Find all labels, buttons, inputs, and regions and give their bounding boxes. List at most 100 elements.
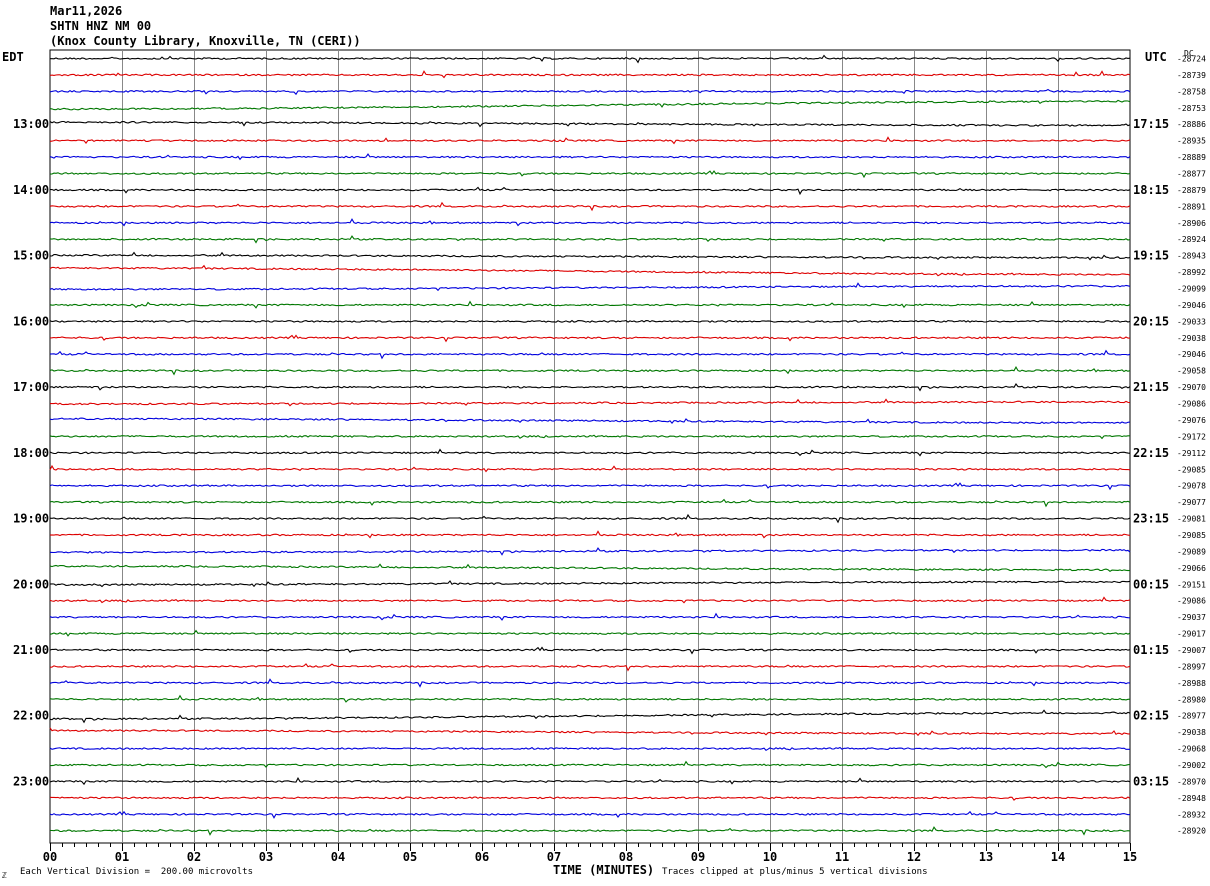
seismic-trace — [49, 663, 1131, 672]
dc-offset-label: -28988 — [1177, 679, 1206, 688]
plot-frame — [49, 49, 1131, 844]
seismic-trace — [49, 596, 1131, 604]
left-hour-label: 17:00 — [13, 380, 49, 394]
dc-offset-label: -29037 — [1177, 613, 1206, 622]
x-tick-label: 05 — [403, 850, 417, 864]
dc-offset-label: -28920 — [1177, 827, 1206, 836]
seismic-trace — [49, 826, 1131, 836]
x-tick-label: 07 — [547, 850, 561, 864]
seismic-trace — [49, 513, 1131, 524]
dc-offset-label: -29046 — [1177, 301, 1206, 310]
seismic-trace — [50, 760, 1131, 769]
station-location: (Knox County Library, Knoxville, TN (CER… — [50, 34, 361, 48]
seismic-trace — [49, 365, 1131, 376]
x-tick-label: 10 — [763, 850, 777, 864]
seismic-trace — [49, 300, 1131, 309]
dc-offset-label: -28879 — [1177, 186, 1206, 195]
dc-offset-label: -28997 — [1177, 662, 1206, 671]
station-code: SHTN HNZ NM 00 — [50, 19, 152, 33]
dc-offset-label: -29070 — [1177, 383, 1206, 392]
right-hour-label: 02:15 — [1133, 709, 1169, 723]
seismic-trace — [49, 334, 1130, 343]
seismic-trace — [49, 727, 1130, 737]
seismic-trace — [49, 186, 1131, 196]
seismic-trace — [49, 709, 1131, 724]
dc-offset-label: -28932 — [1177, 810, 1206, 819]
x-tick-label: 00 — [43, 850, 57, 864]
dc-offset-label: -28906 — [1177, 219, 1206, 228]
dc-offset-label: -29033 — [1177, 317, 1206, 326]
right-hour-label: 18:15 — [1133, 183, 1169, 197]
x-tick-label: 15 — [1123, 850, 1137, 864]
dc-offset-label: -29007 — [1177, 646, 1206, 655]
seismic-trace — [49, 464, 1131, 473]
seismic-trace — [49, 776, 1131, 786]
x-tick-label: 11 — [835, 850, 849, 864]
right-hour-label: 23:15 — [1133, 512, 1169, 526]
x-tick-label: 13 — [979, 850, 993, 864]
seismic-trace — [49, 746, 1130, 751]
left-hour-label: 16:00 — [13, 314, 49, 328]
seismic-trace — [49, 264, 1131, 277]
dc-offset-label: -29077 — [1177, 498, 1206, 507]
seismic-trace — [49, 530, 1131, 539]
dc-offset-label: -29066 — [1177, 564, 1206, 573]
x-axis-title: TIME (MINUTES) — [553, 863, 655, 877]
x-tick-label: 01 — [115, 850, 129, 864]
dc-offset-label: -28977 — [1177, 712, 1206, 721]
x-tick-label: 04 — [331, 850, 345, 864]
dc-offset-label: -28980 — [1177, 695, 1206, 704]
seismic-trace — [49, 170, 1131, 179]
seismic-trace — [49, 88, 1131, 96]
left-hour-label: 20:00 — [13, 577, 49, 591]
vertical-scale-note: Each Vertical Division = 200.00 microvol… — [20, 867, 253, 877]
seismic-trace — [49, 646, 1131, 655]
seismic-trace — [49, 251, 1131, 261]
dc-offset-label: -28948 — [1177, 794, 1206, 803]
right-hour-label: 21:15 — [1133, 380, 1169, 394]
seismic-trace — [49, 282, 1131, 292]
seismic-trace — [49, 120, 1131, 128]
dc-offset-label: -29172 — [1177, 432, 1206, 441]
left-hour-label: 18:00 — [13, 446, 49, 460]
seismic-trace — [49, 796, 1131, 801]
x-tick-label: 09 — [691, 850, 705, 864]
left-hour-label: 21:00 — [13, 643, 49, 657]
logo-mark: ℤ — [2, 871, 7, 880]
dc-offset-label: -29017 — [1177, 630, 1206, 639]
seismic-trace — [49, 201, 1131, 212]
left-hour-label: 23:00 — [13, 774, 49, 788]
dc-offset-label: -28891 — [1177, 202, 1206, 211]
dc-offset-label: -28924 — [1177, 235, 1206, 244]
x-tick-label: 14 — [1051, 850, 1065, 864]
seismic-trace — [49, 678, 1131, 688]
left-hour-label: 15:00 — [13, 249, 49, 263]
dc-offset-label: -28889 — [1177, 153, 1206, 162]
dc-offset-label: -28877 — [1177, 170, 1206, 179]
dc-offset-label: -29151 — [1177, 580, 1206, 589]
seismic-trace — [49, 383, 1131, 392]
seismic-trace — [49, 694, 1131, 703]
dc-offset-label: -29099 — [1177, 285, 1206, 294]
dc-offset-label: -29038 — [1177, 728, 1206, 737]
dc-offset-label: -29058 — [1177, 367, 1206, 376]
seismic-trace — [49, 547, 1131, 556]
left-hour-label: 22:00 — [13, 709, 49, 723]
seismic-trace — [50, 54, 1131, 64]
seismic-trace — [49, 153, 1131, 161]
dc-offset-label: -28935 — [1177, 137, 1206, 146]
dc-offset-label: -29086 — [1177, 400, 1206, 409]
dc-offset-label: -29078 — [1177, 482, 1206, 491]
seismic-trace — [49, 319, 1131, 323]
x-tick-label: 08 — [619, 850, 633, 864]
seismic-trace — [49, 218, 1131, 227]
dc-offset-label: -28753 — [1177, 104, 1206, 113]
dc-offset-label: -28758 — [1177, 87, 1206, 96]
dc-offset-label: -29076 — [1177, 416, 1206, 425]
seismic-trace — [49, 70, 1131, 79]
x-tick-label: 06 — [475, 850, 489, 864]
dc-offset-label: -28886 — [1177, 120, 1206, 129]
seismic-trace — [49, 629, 1131, 637]
seismic-trace — [49, 580, 1131, 588]
